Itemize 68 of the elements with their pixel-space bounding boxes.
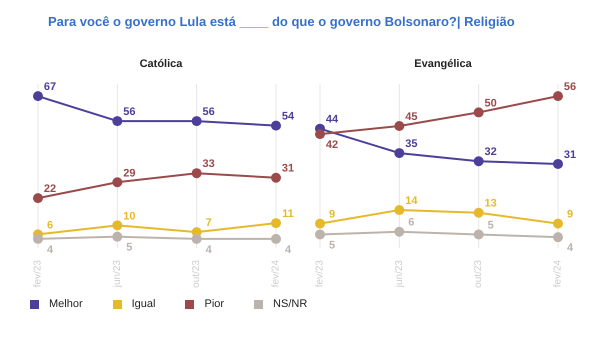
data-label: 67 <box>44 81 56 94</box>
point <box>33 234 43 244</box>
data-label: 5 <box>328 239 336 252</box>
data-label: 6 <box>408 216 414 229</box>
legend-label: NS/NR <box>273 298 308 310</box>
point <box>553 158 563 169</box>
point <box>271 120 281 131</box>
data-label: 31 <box>282 162 294 175</box>
data-label: 11 <box>282 208 294 220</box>
point <box>553 91 563 102</box>
data-label: 4 <box>46 244 54 256</box>
data-label: 4 <box>284 244 292 256</box>
point <box>553 218 563 229</box>
point <box>112 220 122 230</box>
point <box>192 116 202 126</box>
point <box>192 234 202 244</box>
point <box>394 205 404 216</box>
point <box>33 193 43 204</box>
data-label: 45 <box>405 110 418 123</box>
legend-label: Melhor <box>49 298 83 310</box>
data-label: 5 <box>126 242 132 254</box>
data-label: 56 <box>202 106 215 118</box>
chart-subtitle: Evangélica <box>413 58 473 72</box>
legend-label: Igual <box>132 298 156 310</box>
data-label: 56 <box>564 81 576 94</box>
point <box>271 172 281 183</box>
data-label: 42 <box>326 139 338 152</box>
data-label: 13 <box>484 198 497 210</box>
chart-title: Para você o governo Lula está ____ do que o governo Bolsonaro?| Religião <box>48 14 515 29</box>
point <box>315 218 325 229</box>
point <box>394 226 404 237</box>
data-label: 33 <box>202 158 215 170</box>
point <box>474 229 484 240</box>
point <box>112 116 122 126</box>
data-label: 7 <box>206 217 212 230</box>
point <box>271 218 281 228</box>
point <box>112 177 122 188</box>
data-label: 6 <box>46 219 54 232</box>
point <box>33 91 43 102</box>
point <box>192 168 202 178</box>
data-label: 32 <box>484 146 497 158</box>
data-label: 29 <box>123 167 136 180</box>
data-label: 9 <box>328 208 336 221</box>
data-label: 54 <box>282 110 295 123</box>
data-label: 10 <box>123 210 136 222</box>
data-label: 35 <box>405 138 418 150</box>
data-label: 56 <box>123 106 136 118</box>
chart-subtitle: Católica <box>138 58 184 72</box>
point <box>474 208 484 218</box>
data-label: 9 <box>566 208 574 221</box>
data-label: 5 <box>488 219 494 232</box>
data-label: 4 <box>566 242 574 254</box>
point <box>553 232 563 242</box>
data-label: 50 <box>484 97 497 110</box>
point <box>394 120 404 131</box>
point <box>474 107 484 118</box>
data-label: 44 <box>326 114 339 126</box>
point <box>112 232 122 242</box>
data-label: 31 <box>564 148 576 161</box>
data-label: 4 <box>206 244 213 256</box>
point <box>315 229 325 240</box>
point <box>474 156 484 166</box>
point <box>271 234 281 244</box>
point <box>315 129 325 140</box>
legend-label: Pior <box>204 298 224 310</box>
data-label: 22 <box>44 183 56 196</box>
point <box>394 148 404 158</box>
data-label: 14 <box>405 195 418 208</box>
